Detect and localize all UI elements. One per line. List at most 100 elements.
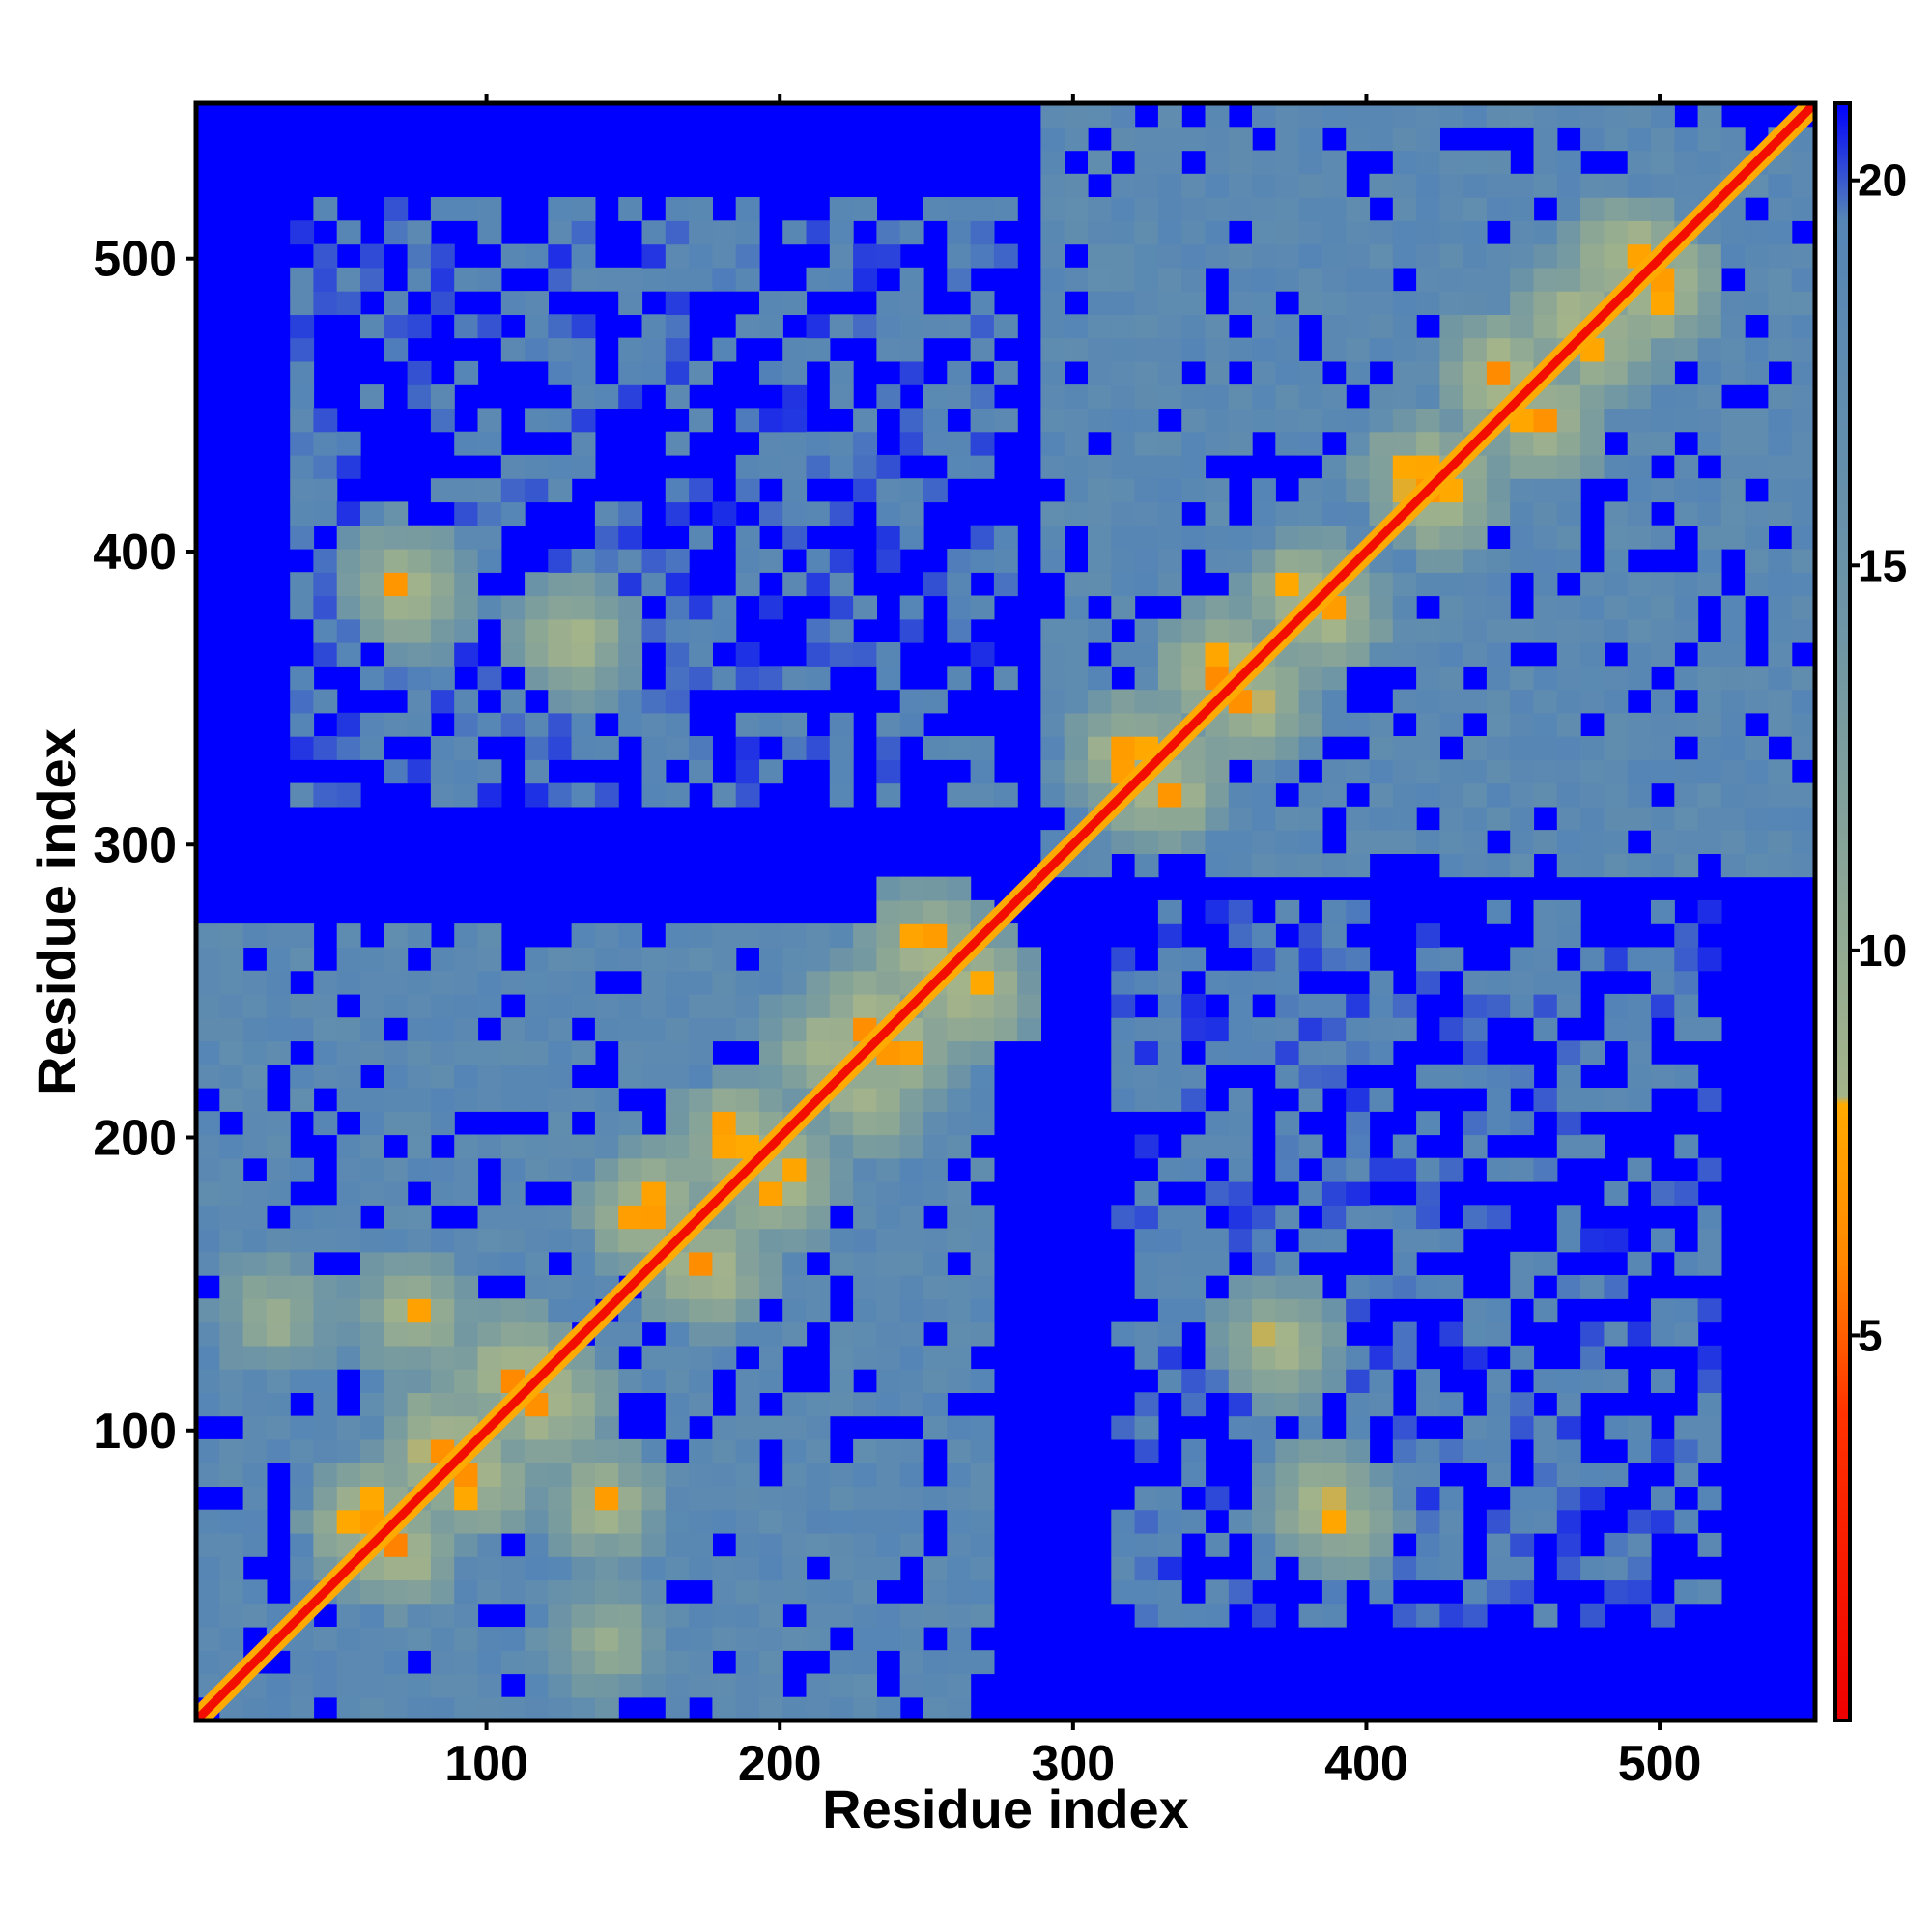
- heatmap-cell: [384, 1369, 409, 1393]
- heatmap-cell: [735, 243, 760, 269]
- heatmap-cell: [1181, 782, 1207, 808]
- heatmap-cell: [1627, 1017, 1652, 1042]
- heatmap-cell: [384, 1696, 409, 1720]
- heatmap-cell: [266, 1673, 291, 1698]
- heatmap-cell: [1463, 618, 1488, 643]
- heatmap-cell: [1157, 267, 1182, 292]
- heatmap-cell: [1674, 1064, 1699, 1089]
- heatmap-cell: [454, 642, 479, 667]
- heatmap-cell: [454, 595, 479, 620]
- heatmap-cell: [1720, 501, 1746, 526]
- heatmap-cell: [947, 1321, 972, 1347]
- heatmap-cell: [899, 923, 924, 948]
- heatmap-cell: [1369, 642, 1394, 667]
- heatmap-cell: [1674, 806, 1699, 831]
- heatmap-cell: [219, 1228, 244, 1253]
- heatmap-cell: [1627, 1088, 1652, 1112]
- heatmap-cell: [641, 1509, 667, 1534]
- heatmap-cell: [1346, 1509, 1371, 1534]
- heatmap-cell: [1252, 1438, 1276, 1463]
- heatmap-cell: [923, 1134, 948, 1159]
- heatmap-cell: [266, 1017, 291, 1042]
- heatmap-cell: [407, 1556, 432, 1581]
- heatmap-cell: [594, 1251, 619, 1276]
- heatmap-cell: [384, 1064, 409, 1089]
- heatmap-cell: [1205, 899, 1230, 924]
- heatmap-cell: [641, 1369, 667, 1393]
- heatmap-cell: [1157, 806, 1182, 831]
- heatmap-cell: [923, 923, 948, 948]
- heatmap-cell: [1064, 712, 1089, 737]
- heatmap-cell: [665, 267, 690, 292]
- x-tick-label: 100: [444, 1736, 528, 1792]
- heatmap-cell: [829, 759, 854, 784]
- heatmap-cell: [571, 993, 596, 1018]
- heatmap-cell: [1252, 736, 1276, 760]
- heatmap-cell: [336, 1486, 361, 1511]
- heatmap-cell: [1134, 1438, 1159, 1463]
- heatmap-cell: [1791, 572, 1815, 597]
- heatmap-cell: [500, 1696, 526, 1720]
- heatmap-cell: [1298, 1345, 1323, 1370]
- heatmap-cell: [266, 1392, 291, 1417]
- heatmap-cell: [1181, 1463, 1207, 1487]
- heatmap-cell: [1205, 1486, 1230, 1511]
- heatmap-cell: [1228, 1275, 1253, 1299]
- heatmap-cell: [1181, 220, 1207, 245]
- heatmap-cell: [1556, 431, 1581, 456]
- heatmap-cell: [1369, 595, 1394, 620]
- heatmap-cell: [1228, 1228, 1253, 1253]
- heatmap-cell: [735, 525, 760, 550]
- heatmap-cell: [641, 243, 667, 269]
- heatmap-cell: [1791, 618, 1815, 643]
- heatmap-cell: [1252, 1345, 1276, 1370]
- heatmap-cell: [1556, 501, 1581, 526]
- heatmap-cell: [1369, 314, 1394, 339]
- heatmap-cell: [1392, 642, 1417, 667]
- heatmap-cell: [1346, 1088, 1371, 1112]
- heatmap-cell: [1298, 830, 1323, 854]
- heatmap-cell: [899, 899, 924, 924]
- heatmap-cell: [1439, 1486, 1464, 1511]
- heatmap-cell: [1697, 1486, 1722, 1511]
- heatmap-cell: [1298, 173, 1323, 198]
- heatmap-cell: [407, 618, 432, 643]
- heatmap-cell: [548, 1228, 573, 1253]
- heatmap-cell: [1463, 173, 1488, 198]
- heatmap-cell: [1720, 595, 1746, 620]
- heatmap-cell: [947, 1556, 972, 1581]
- heatmap-cell: [1439, 595, 1464, 620]
- heatmap-cell: [1697, 267, 1722, 292]
- heatmap-cell: [829, 1696, 854, 1720]
- heatmap-cell: [571, 947, 596, 972]
- heatmap-cell: [525, 1415, 549, 1440]
- heatmap-cell: [1369, 1463, 1394, 1487]
- heatmap-cell: [735, 970, 760, 995]
- heatmap-cell: [266, 1696, 291, 1720]
- heatmap-cell: [430, 1369, 455, 1393]
- x-tick-label: 300: [1031, 1736, 1115, 1792]
- heatmap-cell: [1228, 595, 1253, 620]
- heatmap-cell: [242, 1415, 268, 1440]
- heatmap-cell: [594, 267, 619, 292]
- heatmap-cell: [1157, 970, 1182, 995]
- heatmap-cell: [735, 1064, 760, 1089]
- heatmap-cell: [594, 1673, 619, 1698]
- heatmap-cell: [1580, 1088, 1605, 1112]
- heatmap-cell: [384, 1088, 409, 1112]
- heatmap-cell: [1651, 947, 1675, 972]
- heatmap-cell: [1392, 1251, 1417, 1276]
- heatmap-cell: [1346, 314, 1371, 339]
- heatmap-cell: [594, 1509, 619, 1534]
- heatmap-cell: [970, 243, 995, 269]
- heatmap-cell: [594, 1415, 619, 1440]
- heatmap-cell: [947, 1181, 972, 1206]
- heatmap-cell: [1416, 1463, 1440, 1487]
- heatmap-cell: [993, 1017, 1018, 1042]
- heatmap-cell: [899, 595, 924, 620]
- heatmap-cell: [548, 267, 573, 292]
- heatmap-cell: [1720, 806, 1746, 831]
- heatmap-cell: [407, 1111, 432, 1136]
- heatmap-cell: [477, 923, 502, 948]
- heatmap-cell: [1651, 595, 1675, 620]
